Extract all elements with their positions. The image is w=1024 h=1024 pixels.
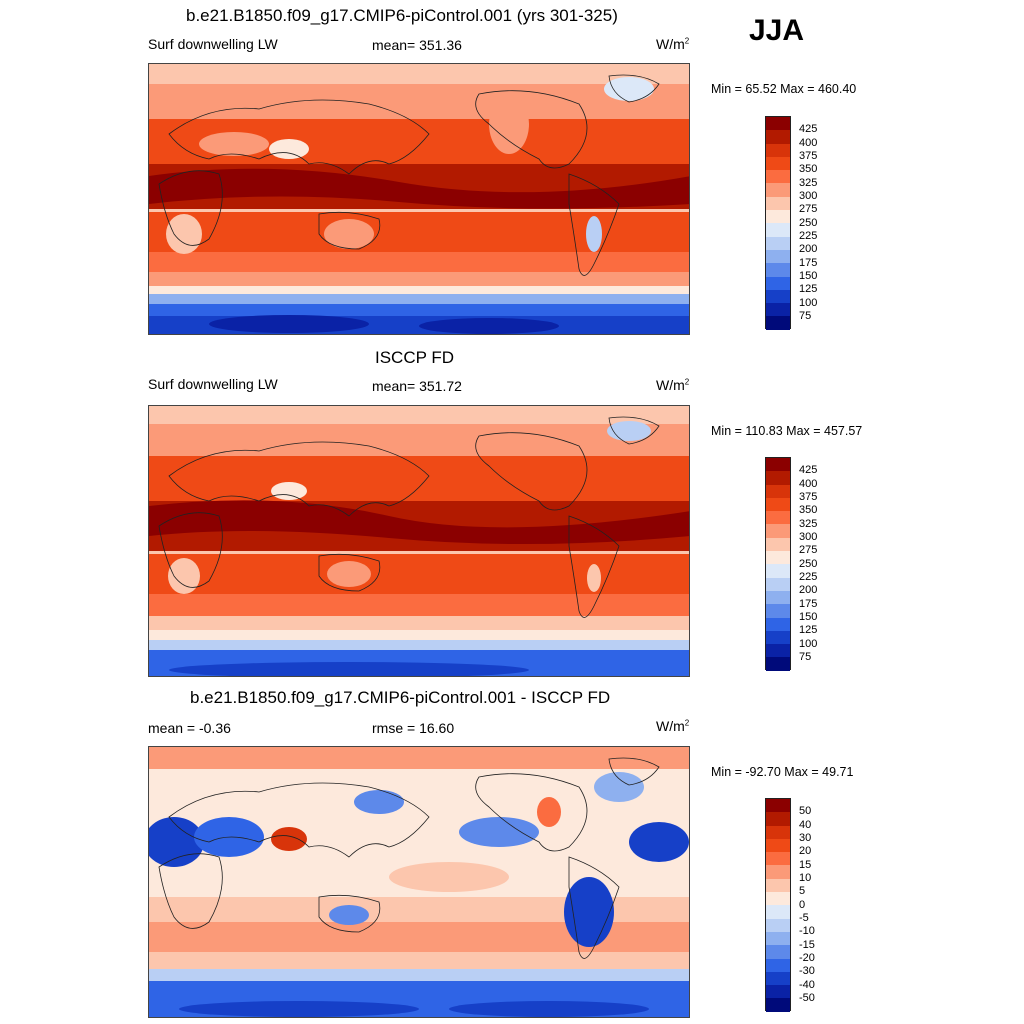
colorbar-2-tick: 350 bbox=[799, 504, 818, 516]
colorbar-3-tick: 40 bbox=[799, 819, 812, 831]
colorbar-3-tick: -15 bbox=[799, 939, 815, 951]
colorbar-1-tick: 350 bbox=[799, 163, 818, 175]
colorbar-1-tick: 100 bbox=[799, 297, 818, 309]
panel-1-title: b.e21.B1850.f09_g17.CMIP6-piControl.001 … bbox=[186, 6, 618, 25]
panel-1-minmax: Min = 65.52 Max = 460.40 bbox=[711, 82, 857, 96]
panel-2-minmax: Min = 110.83 Max = 457.57 bbox=[711, 424, 863, 438]
colorbar-2-tick: 400 bbox=[799, 478, 818, 490]
panel-3-units: W/m2 bbox=[656, 718, 690, 734]
panel-2-colorbar bbox=[765, 457, 791, 671]
colorbar-2-tick: 150 bbox=[799, 611, 818, 623]
panel-2-variable-label: Surf downwelling LW bbox=[148, 376, 278, 392]
colorbar-2-tick: 275 bbox=[799, 544, 818, 556]
colorbar-2-tick: 325 bbox=[799, 518, 818, 530]
colorbar-2-tick: 425 bbox=[799, 464, 818, 476]
colorbar-1-tick: 300 bbox=[799, 190, 818, 202]
colorbar-3-tick: 10 bbox=[799, 872, 812, 884]
colorbar-2-tick: 175 bbox=[799, 598, 818, 610]
colorbar-1-tick: 175 bbox=[799, 257, 818, 269]
panel-1-variable-label: Surf downwelling LW bbox=[148, 36, 278, 52]
colorbar-2-tick: 75 bbox=[799, 651, 812, 663]
panel-1-mean-label: mean= 351.36 bbox=[372, 37, 462, 53]
colorbar-1-tick: 225 bbox=[799, 230, 818, 242]
season-label: JJA bbox=[749, 14, 805, 47]
colorbar-1-tick: 200 bbox=[799, 243, 818, 255]
colorbar-1-tick: 325 bbox=[799, 177, 818, 189]
colorbar-1-tick: 425 bbox=[799, 123, 818, 135]
colorbar-3-tick: 15 bbox=[799, 859, 812, 871]
colorbar-1-tick: 75 bbox=[799, 310, 812, 322]
colorbar-3-tick: 50 bbox=[799, 805, 812, 817]
panel-1-units: W/m2 bbox=[656, 36, 690, 52]
panel-3-map bbox=[148, 746, 690, 1018]
colorbar-3-tick: 0 bbox=[799, 899, 806, 911]
colorbar-2-tick: 100 bbox=[799, 638, 818, 650]
panel-3-minmax: Min = -92.70 Max = 49.71 bbox=[711, 765, 854, 779]
colorbar-3-tick: 5 bbox=[799, 885, 806, 897]
colorbar-2-tick: 225 bbox=[799, 571, 818, 583]
colorbar-1-tick: 125 bbox=[799, 283, 818, 295]
colorbar-3-tick: -10 bbox=[799, 925, 815, 937]
panel-1-map bbox=[148, 63, 690, 335]
panel-3-colorbar bbox=[765, 798, 791, 1012]
panel-2-mean-label: mean= 351.72 bbox=[372, 378, 462, 394]
colorbar-1-tick: 400 bbox=[799, 137, 818, 149]
colorbar-3-tick: -20 bbox=[799, 952, 815, 964]
colorbar-3-tick: -5 bbox=[799, 912, 809, 924]
panel-2-map bbox=[148, 405, 690, 677]
colorbar-1-tick: 375 bbox=[799, 150, 818, 162]
colorbar-1-tick: 250 bbox=[799, 217, 818, 229]
colorbar-1-tick: 275 bbox=[799, 203, 818, 215]
panel-3-mean-label: mean = -0.36 bbox=[148, 720, 231, 736]
colorbar-1-tick: 150 bbox=[799, 270, 818, 282]
colorbar-3-tick: 20 bbox=[799, 845, 812, 857]
colorbar-3-tick: 30 bbox=[799, 832, 812, 844]
colorbar-2-tick: 300 bbox=[799, 531, 818, 543]
panel-2-units: W/m2 bbox=[656, 377, 690, 393]
panel-2-title: ISCCP FD bbox=[375, 348, 455, 367]
colorbar-2-tick: 375 bbox=[799, 491, 818, 503]
colorbar-3-tick: -40 bbox=[799, 979, 815, 991]
colorbar-2-tick: 250 bbox=[799, 558, 818, 570]
panel-1-colorbar bbox=[765, 116, 791, 330]
colorbar-2-tick: 200 bbox=[799, 584, 818, 596]
colorbar-2-tick: 125 bbox=[799, 624, 818, 636]
panel-3-title: b.e21.B1850.f09_g17.CMIP6-piControl.001 … bbox=[190, 688, 611, 707]
colorbar-3-tick: -50 bbox=[799, 992, 815, 1004]
colorbar-3-tick: -30 bbox=[799, 965, 815, 977]
panel-3-rmse-label: rmse = 16.60 bbox=[372, 720, 455, 736]
